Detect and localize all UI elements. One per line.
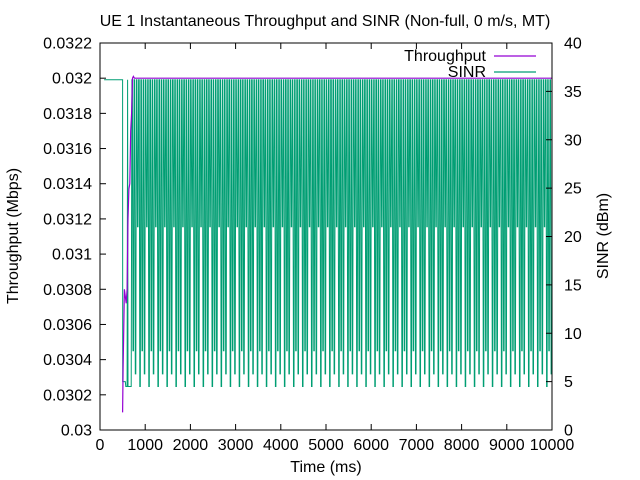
- x-tick-label: 3000: [218, 437, 254, 454]
- y-tick-label: 0.0318: [43, 106, 92, 123]
- series-line-sinr: [104, 79, 552, 387]
- x-tick-label: 8000: [444, 437, 480, 454]
- x-tick-label: 6000: [353, 437, 389, 454]
- y2-tick-label: 10: [564, 326, 582, 343]
- legend: Throughput SINR: [404, 48, 536, 81]
- y-tick-label: 0.0312: [43, 211, 92, 228]
- x-tick-label: 10000: [530, 437, 575, 454]
- y-tick-label: 0.0302: [43, 387, 92, 404]
- x-ticks: 0 1000 2000 3000 4000 5000 6000 7000 8000 9000 100…: [96, 43, 575, 454]
- y2-tick-label: 0: [564, 423, 573, 440]
- legend-label-throughput: Throughput: [404, 48, 486, 65]
- x-tick-label: 2000: [173, 437, 209, 454]
- x-tick-label: 0: [96, 437, 105, 454]
- x-axis-label: Time (ms): [290, 459, 361, 476]
- y2-tick-label: 25: [564, 181, 582, 198]
- y2-tick-label: 40: [564, 36, 582, 53]
- y2-ticks: 0 5 10 15 20 25 30 35 40: [546, 36, 582, 440]
- y-tick-label: 0.0316: [43, 141, 92, 158]
- series-line-throughput: [122, 75, 552, 413]
- x-tick-label: 1000: [127, 437, 163, 454]
- y-tick-label: 0.03: [61, 423, 92, 440]
- y2-tick-label: 35: [564, 84, 582, 101]
- y2-tick-label: 5: [564, 374, 573, 391]
- x-tick-label: 7000: [399, 437, 435, 454]
- chart-title: UE 1 Instantaneous Throughput and SINR (…: [100, 13, 551, 30]
- x-tick-label: 5000: [308, 437, 344, 454]
- y-tick-label: 0.0322: [43, 36, 92, 53]
- y-tick-label: 0.0304: [43, 352, 92, 369]
- y2-tick-label: 20: [564, 229, 582, 246]
- y2-axis-label: SINR (dBm): [595, 193, 612, 279]
- y-tick-label: 0.0306: [43, 317, 92, 334]
- legend-label-sinr: SINR: [448, 64, 486, 81]
- y-tick-label: 0.0308: [43, 282, 92, 299]
- y2-tick-label: 30: [564, 132, 582, 149]
- y-axis-label: Throughput (Mbps): [5, 168, 22, 304]
- plot-layer: [104, 75, 552, 413]
- y-tick-label: 0.032: [52, 71, 92, 88]
- x-tick-label: 4000: [263, 437, 299, 454]
- y-ticks: 0.03 0.0302 0.0304 0.0306 0.0308 0.031 0.0312 0…: [43, 36, 106, 440]
- x-tick-label: 9000: [489, 437, 525, 454]
- y-tick-label: 0.0314: [43, 176, 92, 193]
- y-tick-label: 0.031: [52, 247, 92, 264]
- y2-tick-label: 15: [564, 277, 582, 294]
